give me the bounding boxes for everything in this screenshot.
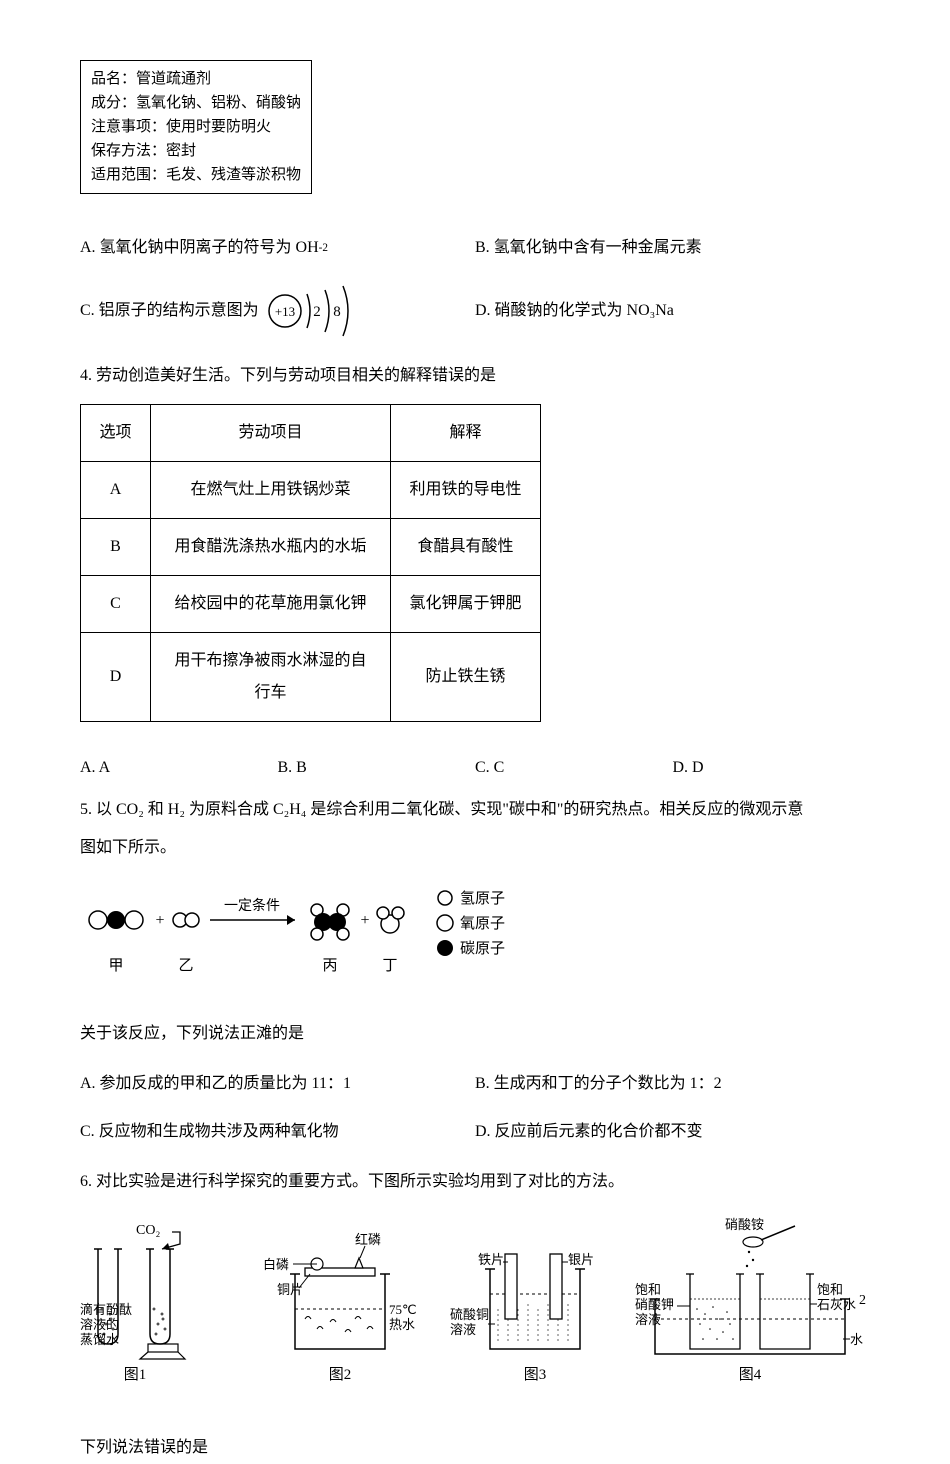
svg-text:一定条件: 一定条件 [224,897,280,914]
td: D [81,633,151,722]
option-D: D. 反应前后元素的化合价都不变 [475,1116,870,1148]
q5-sub: 关于该反应，下列说法正滩的是 [80,1018,870,1050]
option-C: C. 反应物和生成物共涉及两种氧化物 [80,1116,475,1148]
svg-text:白磷: 白磷 [263,1257,289,1272]
td: 给校园中的花草施用氯化钾 [151,576,391,633]
svg-text:溶液的: 溶液的 [80,1317,119,1332]
table-row: A 在燃气灶上用铁锅炒菜 利用铁的导电性 [81,462,541,519]
td: 用干布擦净被雨水淋湿的自行车 [151,633,391,722]
td: C [81,576,151,633]
table-row: B 用食醋洗涤热水瓶内的水垢 食醋具有酸性 [81,519,541,576]
q3-options: A. 氢氧化钠中阴离子的符号为 OH-2 B. 氢氧化钠中含有一种金属元素 C.… [80,224,870,350]
svg-text:图2: 图2 [329,1366,352,1383]
svg-text:丙: 丙 [322,958,337,974]
shell1-text: 2 [313,304,321,320]
svg-text:饱和: 饱和 [817,1282,843,1297]
label-line: 品名：管道疏通剂 [91,67,301,91]
q6-stem: 6. 对比实验是进行科学探究的重要方式。下图所示实验均用到了对比的方法。 [80,1166,870,1198]
option-text: D. 硝酸钠的化学式为 NO₃Na [475,295,674,327]
svg-text:溶液: 溶液 [635,1312,661,1327]
th: 劳动项目 [151,405,391,462]
option-B: B. 氢氧化钠中含有一种金属元素 [475,232,870,264]
atom-structure-icon: +13 2 8 [263,280,353,342]
q4-stem: 4. 劳动创造美好生活。下列与劳动项目相关的解释错误的是 [80,360,870,392]
answer-C: C. C [475,752,673,784]
td: 氯化钾属于钾肥 [391,576,541,633]
td: B [81,519,151,576]
svg-text:丁: 丁 [382,958,397,974]
option-text: C. 铝原子的结构示意图为 [80,295,259,327]
th: 解释 [391,405,541,462]
reaction-diagram: 甲 + 乙 一定条件 丙 + 丁 氢原子 氧原子 碳原子 [80,880,560,990]
svg-text:图4: 图4 [739,1366,762,1383]
answer-D: D. D [673,752,871,784]
product-label-box: 品名：管道疏通剂 成分：氢氧化钠、铝粉、硝酸钠 注意事项：使用时要防明火 保存方… [80,60,312,194]
shell2-text: 8 [333,304,341,320]
svg-text:75℃: 75℃ [389,1302,417,1317]
svg-text:乙: 乙 [178,958,193,974]
option-B: B. 生成丙和丁的分子个数比为 1：2 [475,1068,870,1100]
label-line: 适用范围：毛发、残渣等淤积物 [91,163,301,187]
td: 食醋具有酸性 [391,519,541,576]
q6-sub: 下列说法错误的是 [80,1432,870,1464]
svg-text:红磷: 红磷 [355,1232,381,1247]
option-text: B. 氢氧化钠中含有一种金属元素 [475,232,702,264]
svg-text:氧原子: 氧原子 [460,915,505,932]
answer-B: B. B [278,752,476,784]
svg-text:图3: 图3 [524,1366,547,1383]
svg-text:铜片: 铜片 [277,1282,303,1297]
label-line: 成分：氢氧化钠、铝粉、硝酸钠 [91,91,301,115]
table-header-row: 选项 劳动项目 解释 [81,405,541,462]
td: 在燃气灶上用铁锅炒菜 [151,462,391,519]
svg-text:氢原子: 氢原子 [460,890,505,907]
svg-text:石灰水: 石灰水 [817,1297,856,1312]
fig2: 铜片 白磷 红磷 75℃ 热水 图2 [263,1232,417,1383]
table-row: D 用干布擦净被雨水淋湿的自行车 防止铁生锈 [81,633,541,722]
td: 用食醋洗涤热水瓶内的水垢 [151,519,391,576]
svg-text:图1: 图1 [124,1366,147,1383]
table-row: C 给校园中的花草施用氯化钾 氯化钾属于钾肥 [81,576,541,633]
option-A: A. 氢氧化钠中阴离子的符号为 OH-2 [80,232,475,264]
svg-text:碳原子: 碳原子 [460,940,505,957]
svg-text:+: + [155,912,164,929]
q4-answers: A. A B. B C. C D. D [80,752,870,784]
svg-text:铁片: 铁片 [478,1252,504,1267]
fig4: 水 饱和 硝酸钾 溶液 饱和 石灰水 硝酸铵 图4 [635,1217,863,1383]
svg-text:CO₂: CO₂ [136,1223,160,1238]
svg-text:+: + [360,912,369,929]
page-number: 2 [859,1287,866,1315]
fig3: 铁片 银片 硫酸铜 溶液 图3 [450,1252,594,1383]
svg-text:硝酸钾: 硝酸钾 [635,1297,674,1312]
svg-text:热水: 热水 [389,1317,415,1332]
q5-options: A. 参加反成的甲和乙的质量比为 11：1 B. 生成丙和丁的分子个数比为 1：… [80,1060,870,1156]
svg-text:硫酸铜: 硫酸铜 [450,1307,489,1322]
q5-stem2: 图如下所示。 [80,832,870,864]
svg-text:银片: 银片 [568,1252,594,1267]
answer-A: A. A [80,752,278,784]
option-C: C. 铝原子的结构示意图为 +13 2 8 [80,280,475,342]
td: A [81,462,151,519]
label-line: 注意事项：使用时要防明火 [91,115,301,139]
superscript: -2 [319,237,328,259]
th: 选项 [81,405,151,462]
svg-text:滴有酚酞: 滴有酚酞 [80,1302,132,1317]
svg-text:饱和: 饱和 [635,1282,661,1297]
svg-text:硝酸铵: 硝酸铵 [725,1217,764,1232]
option-A: A. 参加反成的甲和乙的质量比为 11：1 [80,1068,475,1100]
label-line: 保存方法：密封 [91,139,301,163]
td: 防止铁生锈 [391,633,541,722]
svg-text:甲: 甲 [108,958,123,974]
q4-table: 选项 劳动项目 解释 A 在燃气灶上用铁锅炒菜 利用铁的导电性 B 用食醋洗涤热… [80,404,541,722]
option-text: A. 氢氧化钠中阴离子的符号为 OH [80,232,319,264]
td: 利用铁的导电性 [391,462,541,519]
svg-text:溶液: 溶液 [450,1322,476,1337]
q5-stem: 5. 以 CO₂ 和 H₂ 为原料合成 C₂H₄ 是综合利用二氧化碳、实现"碳中… [80,794,870,826]
experiments-diagram: CO₂ 滴有酚酞 溶液的 蒸馏水 图1 铜片 白磷 红磷 75℃ [80,1214,870,1404]
nucleus-text: +13 [275,304,295,319]
fig1: CO₂ 滴有酚酞 溶液的 蒸馏水 图1 [80,1223,185,1383]
option-D: D. 硝酸钠的化学式为 NO₃Na [475,280,870,342]
